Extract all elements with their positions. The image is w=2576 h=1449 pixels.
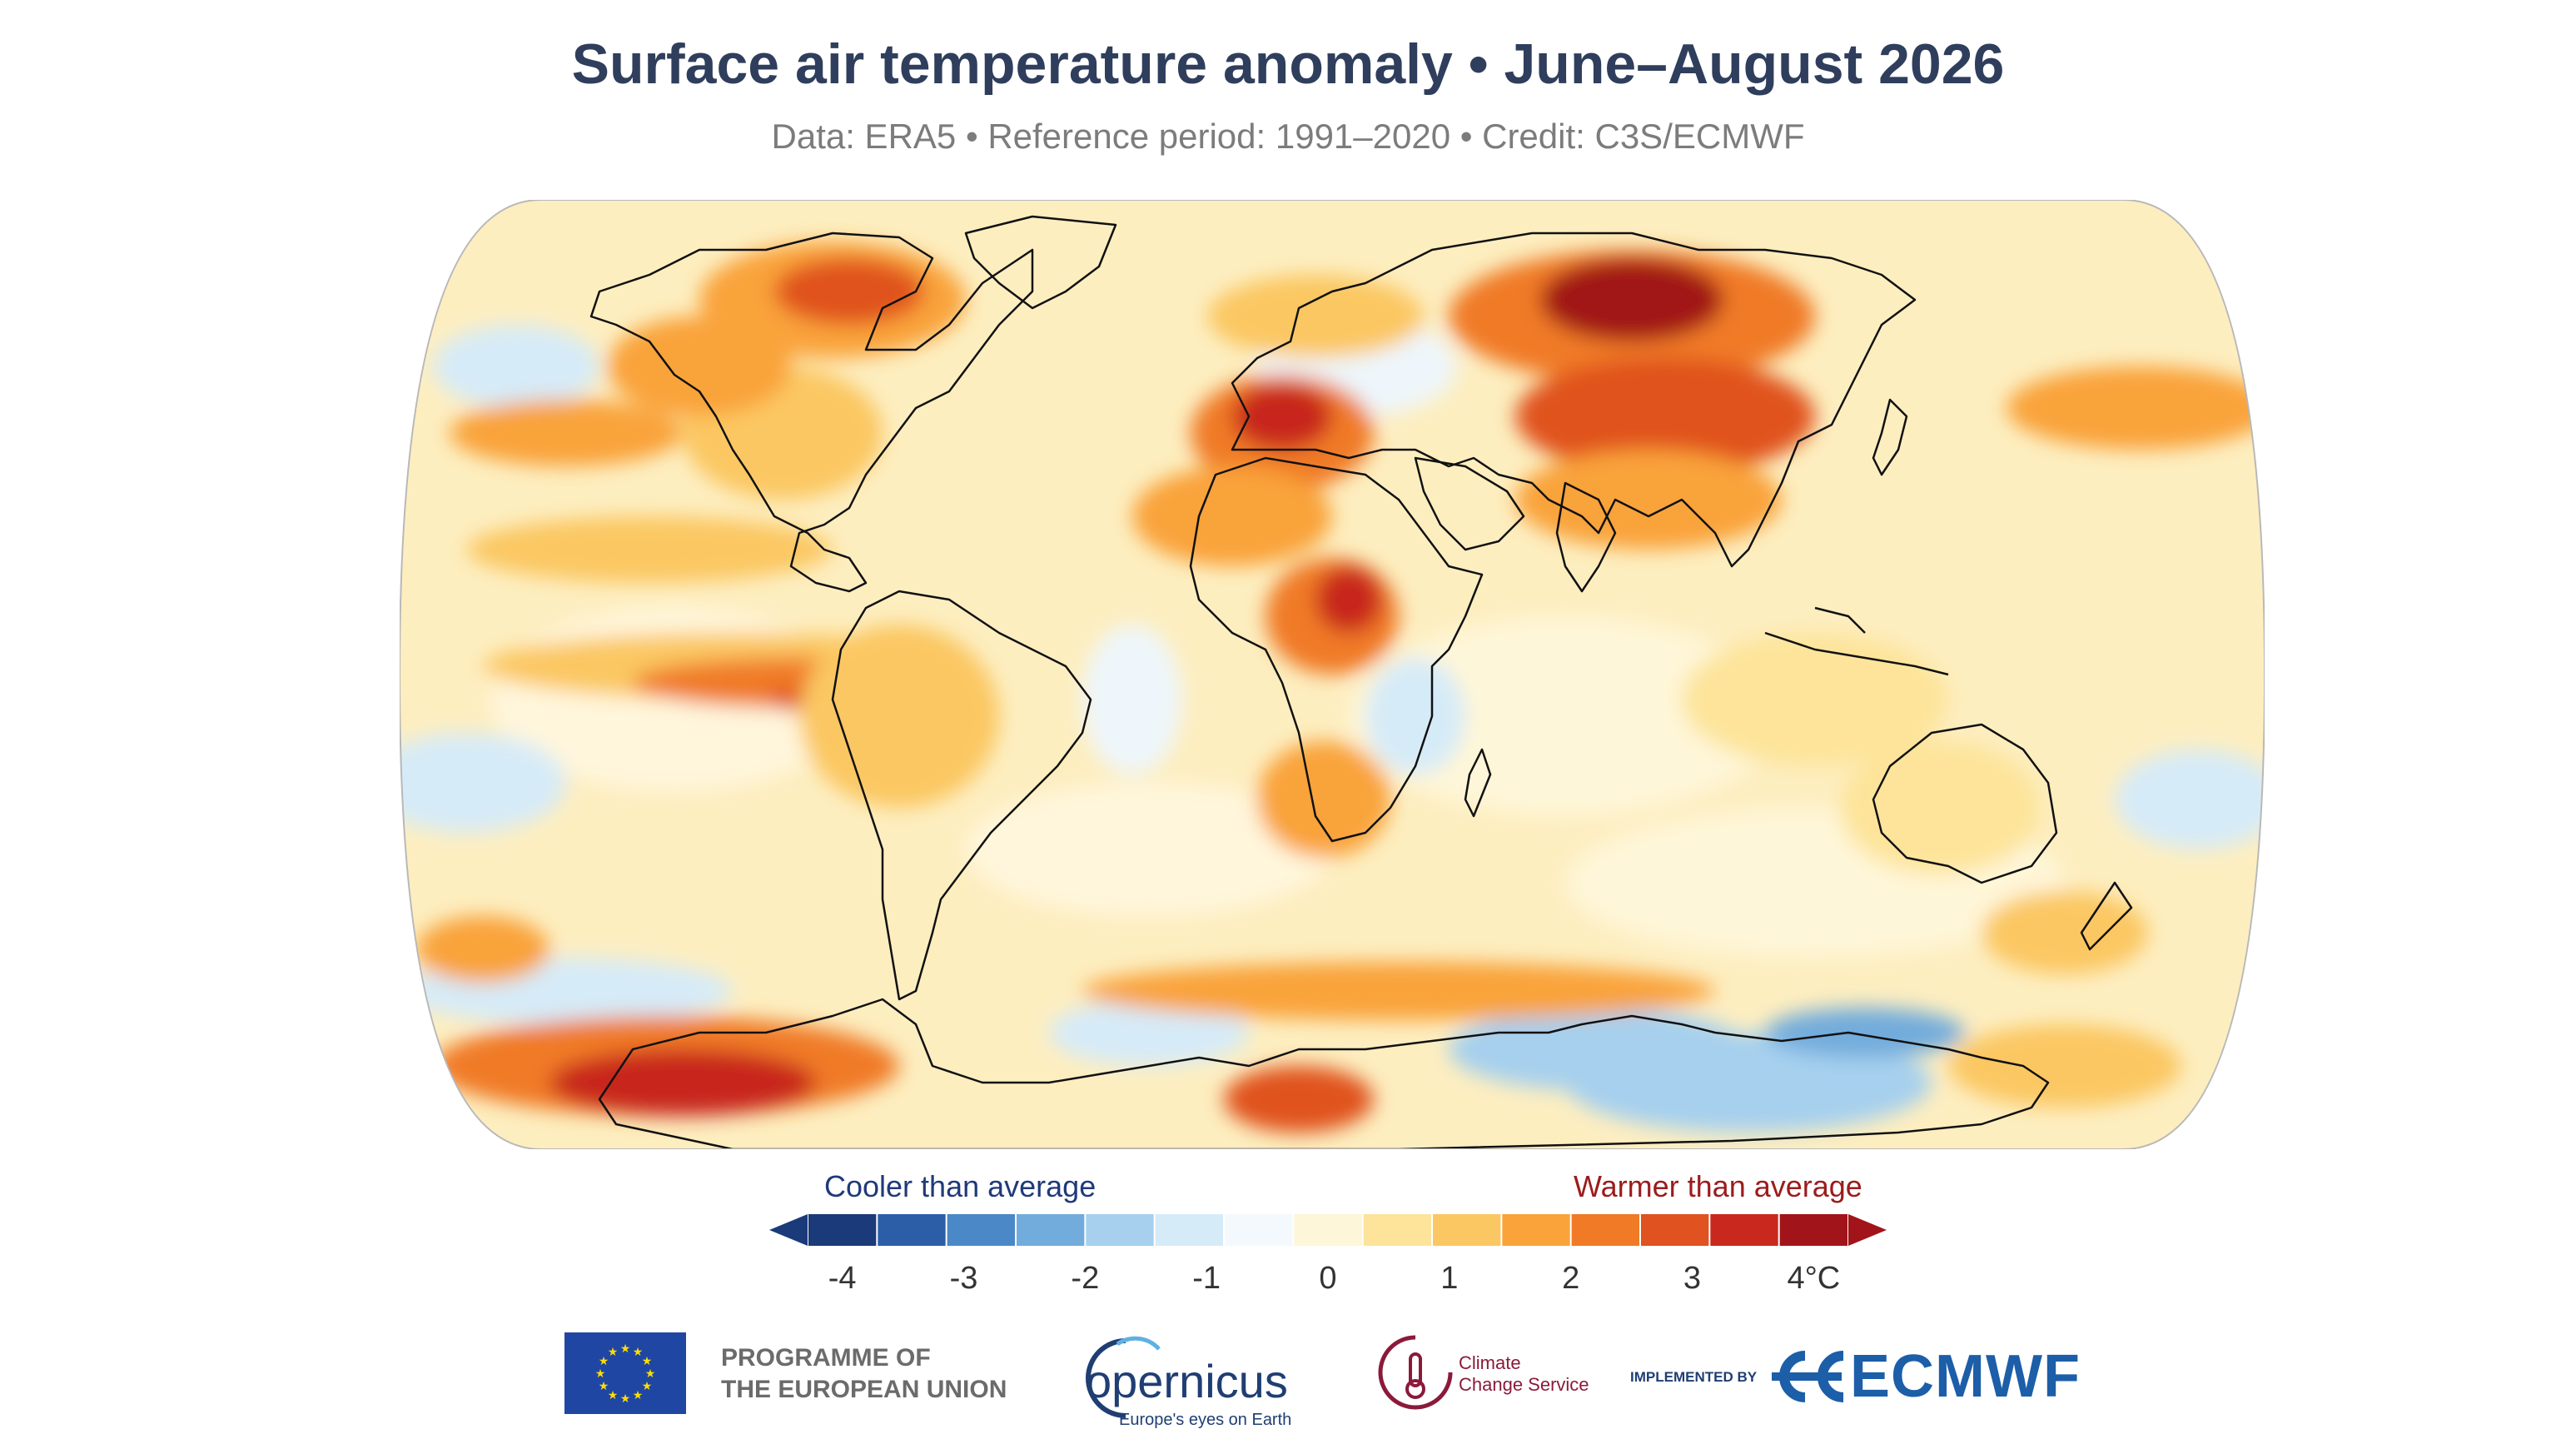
colorbar-swatch xyxy=(1017,1214,1085,1246)
colorbar-arrow-left xyxy=(769,1214,808,1246)
eu-line-2: THE EUROPEAN UNION xyxy=(721,1376,1007,1403)
map-title: Surface air temperature anomaly • June–A… xyxy=(571,32,2005,96)
logo-strip: ★ ★ ★ ★ ★ ★ ★ ★ ★ ★ ★ ★ PROGRAMME OF THE EUROPEAN U… xyxy=(0,1324,2576,1449)
eu-star-icon: ★ xyxy=(633,1345,644,1358)
eu-star-icon: ★ xyxy=(620,1392,631,1405)
eu-star-icon: ★ xyxy=(642,1379,653,1392)
eu-star-icon: ★ xyxy=(645,1367,656,1380)
eu-programme-text: PROGRAMME OF THE EUROPEAN UNION xyxy=(721,1342,1007,1406)
c3s-text: Climate Change Service xyxy=(1459,1352,1589,1396)
colorbar xyxy=(769,1214,1887,1246)
north-america-coast xyxy=(589,232,1034,593)
world-anomaly-map xyxy=(400,200,2265,1149)
colorbar-swatch xyxy=(1571,1214,1639,1246)
new-zealand-coast xyxy=(2080,881,2133,951)
colorbar-arrow-right xyxy=(1848,1214,1887,1246)
eu-star-icon: ★ xyxy=(608,1345,619,1358)
implemented-by-text: IMPLEMENTED BY xyxy=(1630,1369,1758,1385)
colorbar-swatch xyxy=(1225,1214,1293,1246)
colorbar-swatch xyxy=(1641,1214,1709,1246)
colorbar-swatch xyxy=(947,1214,1015,1246)
eu-star-icon: ★ xyxy=(633,1388,644,1402)
globe-outline xyxy=(400,200,2265,1149)
japan-coast xyxy=(1872,398,1908,476)
colorbar-tick-label: 1 xyxy=(1440,1261,1459,1296)
greenland-coast xyxy=(964,215,1117,310)
eu-line-1: PROGRAMME OF xyxy=(721,1344,931,1372)
eu-flag-icon: ★ ★ ★ ★ ★ ★ ★ ★ ★ ★ ★ ★ xyxy=(564,1332,686,1414)
c3s-line-2: Change Service xyxy=(1459,1374,1589,1395)
colorbar-swatch xyxy=(1155,1214,1223,1246)
colorbar-tick-label: -1 xyxy=(1192,1261,1221,1296)
copernicus-tagline: Europe's eyes on Earth xyxy=(1119,1411,1292,1429)
eu-star-icon: ★ xyxy=(642,1354,653,1367)
eu-star-icon: ★ xyxy=(608,1388,619,1402)
colorbar-tick-label: 2 xyxy=(1562,1261,1580,1296)
india-coast xyxy=(1555,481,1617,593)
map-subtitle: Data: ERA5 • Reference period: 1991–2020… xyxy=(771,117,1805,156)
warmer-label: Warmer than average xyxy=(1574,1169,1862,1203)
colorbar-tick-label: 4°C xyxy=(1787,1261,1841,1296)
copernicus-swoosh-icon xyxy=(1086,1336,1161,1418)
madagascar-coast xyxy=(1464,748,1492,818)
colorbar-swatch xyxy=(1294,1214,1362,1246)
eurasia-coast xyxy=(1231,232,1917,568)
colorbar-swatch xyxy=(1710,1214,1778,1246)
colorbar-swatch xyxy=(808,1214,877,1246)
colorbar-swatch xyxy=(1086,1214,1154,1246)
eu-star-icon: ★ xyxy=(599,1379,609,1392)
colorbar-tick-label: -3 xyxy=(949,1261,978,1296)
coastlines xyxy=(589,215,2133,1149)
c3s-line-1: Climate xyxy=(1459,1352,1521,1373)
australia-coast xyxy=(1872,723,2058,884)
africa-coast xyxy=(1189,456,1484,843)
c3s-thermometer-icon xyxy=(1378,1335,1453,1410)
indonesia-coast xyxy=(1764,606,1949,676)
colorbar-swatch xyxy=(1502,1214,1570,1246)
colorbar-tick-label: -2 xyxy=(1071,1261,1100,1296)
ecmwf-wordmark: ECMWF xyxy=(1850,1343,2081,1410)
cooler-label: Cooler than average xyxy=(824,1169,1097,1203)
eu-star-icon: ★ xyxy=(620,1342,631,1355)
colorbar-tick-label: -4 xyxy=(828,1261,857,1296)
antarctica-coast xyxy=(598,998,2050,1149)
colorbar-swatch xyxy=(1779,1214,1847,1246)
eu-star-icon: ★ xyxy=(599,1354,609,1367)
colorbar-tick-label: 3 xyxy=(1683,1261,1702,1296)
ecmwf-logo-icon xyxy=(1772,1351,1844,1402)
anomaly-field xyxy=(400,200,2265,1149)
colorbar-swatch xyxy=(878,1214,946,1246)
copernicus-wordmark: opernicus xyxy=(1086,1355,1288,1407)
colorbar-tick-label: 0 xyxy=(1319,1261,1337,1296)
colorbar-swatch xyxy=(1363,1214,1431,1246)
colorbar-swatch xyxy=(1433,1214,1501,1246)
south-america-coast xyxy=(831,590,1092,1001)
eu-star-icon: ★ xyxy=(595,1367,606,1380)
arabia-coast xyxy=(1414,456,1525,551)
